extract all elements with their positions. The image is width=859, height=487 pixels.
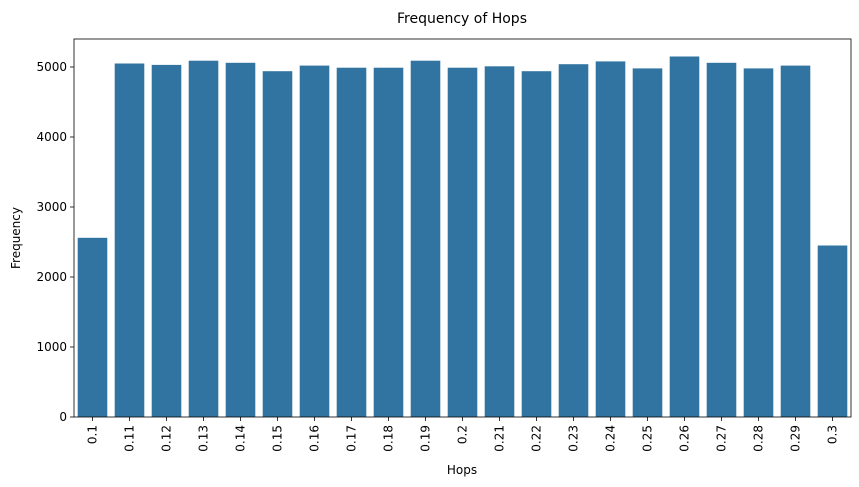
bar-0.11: [114, 63, 145, 417]
x-tick-label: 0.27: [715, 425, 729, 452]
bar-0.26: [669, 56, 700, 417]
bars-group: [77, 56, 848, 418]
bar-0.18: [373, 67, 404, 417]
x-tick-label: 0.21: [493, 425, 507, 452]
y-tick-label: 0: [59, 410, 67, 424]
bar-0.29: [780, 65, 811, 417]
x-tick-label: 0.17: [345, 425, 359, 452]
x-tick-label: 0.16: [308, 425, 322, 452]
bar-0.17: [336, 67, 367, 417]
bar-0.28: [743, 68, 774, 418]
x-tick-label: 0.28: [752, 425, 766, 452]
bar-0.15: [262, 71, 293, 417]
x-tick-label: 0.23: [567, 425, 581, 452]
x-tick-label: 0.18: [382, 425, 396, 452]
bar-0.16: [299, 65, 330, 417]
bar-0.21: [484, 66, 515, 418]
x-tick-label: 0.2: [456, 425, 470, 444]
x-tick-label: 0.13: [197, 425, 211, 452]
x-axis-ticks: 0.1 0.11 0.12 0.13 0.14 0.15 0.16 0.17 0.18 0.19 0…: [86, 417, 840, 452]
bar-0.24: [595, 61, 626, 418]
x-tick-label: 0.15: [271, 425, 285, 452]
bar-0.14: [225, 62, 256, 418]
y-tick-label: 5000: [36, 60, 67, 74]
bar-0.13: [188, 60, 219, 417]
bar-0.23: [558, 64, 589, 417]
bar-0.22: [521, 71, 552, 417]
x-axis-label: Hops: [447, 463, 477, 477]
plot-frame: [73, 38, 852, 418]
y-tick-label: 2000: [36, 270, 67, 284]
x-tick-label: 0.25: [641, 425, 655, 452]
bar-0.2: [447, 67, 478, 417]
y-tick-label: 3000: [36, 200, 67, 214]
x-tick-label: 0.22: [530, 425, 544, 452]
x-tick-label: 0.29: [789, 425, 803, 452]
chart-title: Frequency of Hops: [397, 11, 527, 27]
y-tick-label: 1000: [36, 340, 67, 354]
x-tick-label: 0.14: [234, 425, 248, 452]
y-axis-ticks: 0 1000 2000 3000 4000 5000: [36, 60, 74, 424]
bar-0.12: [151, 64, 182, 418]
bar-0.3: [817, 245, 848, 417]
x-tick-label: 0.24: [604, 425, 618, 452]
y-axis-label: Frequency: [9, 207, 23, 269]
x-tick-label: 0.3: [826, 425, 840, 444]
bar-0.1: [77, 237, 108, 417]
x-tick-label: 0.1: [86, 425, 100, 444]
x-tick-label: 0.19: [419, 425, 433, 452]
x-tick-label: 0.26: [678, 425, 692, 452]
bar-0.27: [706, 62, 737, 418]
x-tick-label: 0.11: [123, 425, 137, 452]
bar-0.25: [632, 68, 663, 418]
y-tick-label: 4000: [36, 130, 67, 144]
bar-0.19: [410, 60, 441, 417]
x-tick-label: 0.12: [160, 425, 174, 452]
